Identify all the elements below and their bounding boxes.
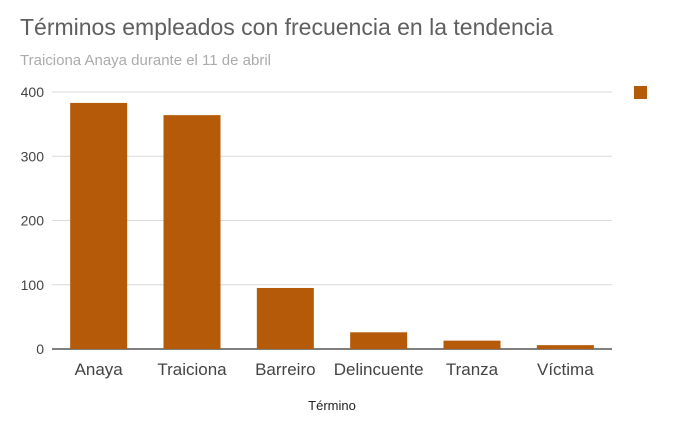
y-tick-label: 300: [21, 148, 45, 164]
y-tick-label: 100: [21, 277, 45, 293]
bar[interactable]: [163, 115, 221, 349]
bar[interactable]: [256, 287, 314, 349]
x-tick-label: Delincuente: [334, 360, 424, 379]
y-tick-label: 400: [21, 84, 45, 100]
y-tick-label: 200: [21, 213, 45, 229]
bar[interactable]: [350, 332, 408, 349]
bar[interactable]: [443, 340, 501, 349]
bar[interactable]: [70, 102, 128, 349]
x-tick-label: Tranza: [446, 360, 499, 379]
x-axis-title: Término: [308, 398, 356, 413]
chart-title: Términos empleados con frecuencia en la …: [20, 14, 554, 40]
x-tick-label: Víctima: [537, 360, 594, 379]
y-tick-label: 0: [36, 341, 44, 357]
legend-swatch[interactable]: [634, 86, 647, 99]
x-tick-label: Traiciona: [157, 360, 227, 379]
x-tick-label: Anaya: [75, 360, 124, 379]
chart-subtitle: Traiciona Anaya durante el 11 de abril: [20, 52, 271, 69]
bar[interactable]: [536, 345, 594, 349]
x-tick-label: Barreiro: [255, 360, 315, 379]
